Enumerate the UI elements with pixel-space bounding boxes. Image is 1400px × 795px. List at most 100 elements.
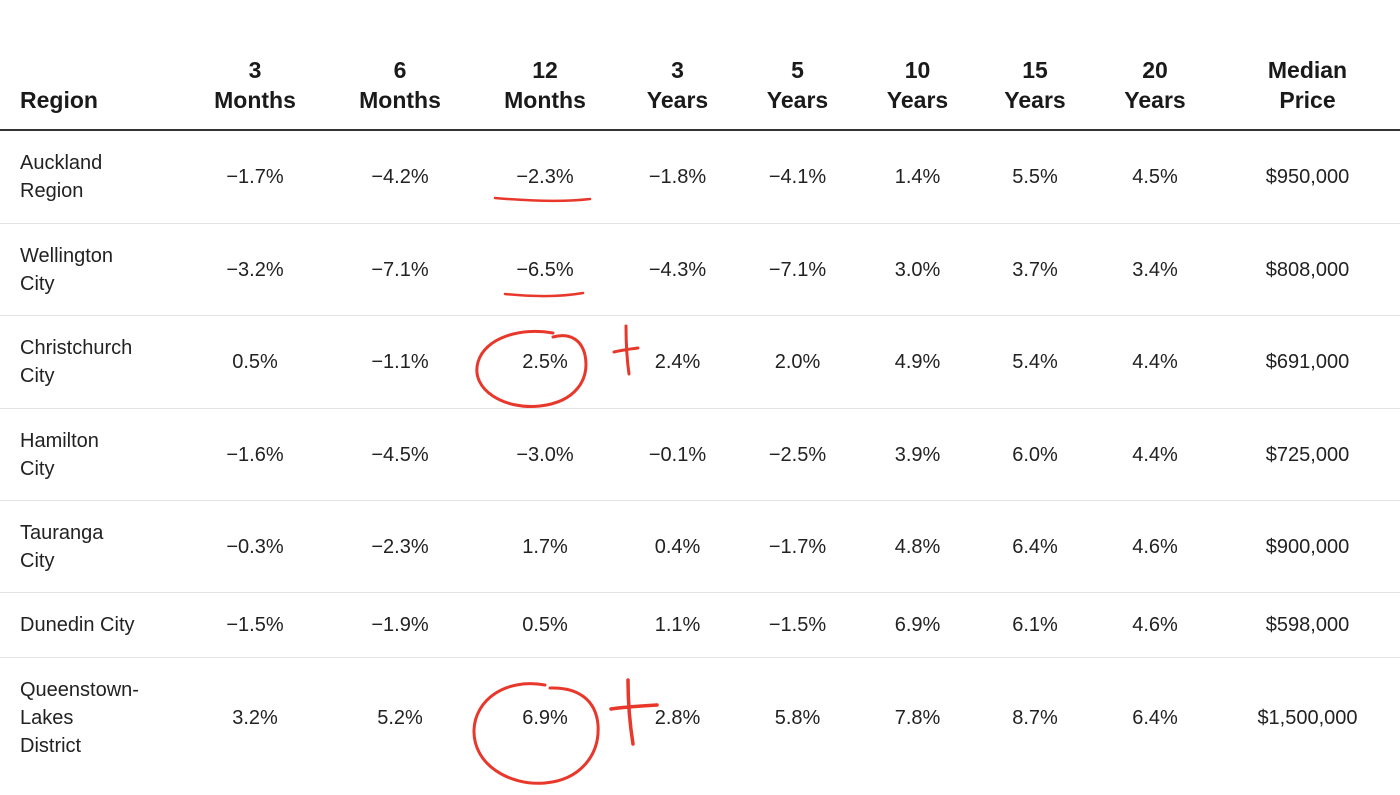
- region-cell: Wellington City: [0, 223, 180, 316]
- header-line: Months: [359, 87, 441, 113]
- value-cell: 3.9%: [860, 408, 975, 501]
- header-median-price: Median Price: [1215, 55, 1400, 131]
- header-10-years: 10 Years: [860, 55, 975, 131]
- value-cell: 6.1%: [975, 592, 1095, 658]
- value-cell: 6.9%: [522, 707, 568, 729]
- region-cell: Queenstown- Lakes District: [0, 658, 180, 779]
- value-cell: −4.3%: [620, 223, 735, 316]
- region-line: Region: [20, 180, 84, 202]
- region-line: District: [20, 735, 82, 757]
- value-cell: 2.0%: [735, 315, 860, 409]
- header-line: Years: [646, 87, 709, 113]
- median-price-cell: $598,000: [1215, 592, 1400, 658]
- house-price-change-table: Region 3 Months 6 Months 12 Months 3 Years 5…: [0, 55, 1400, 778]
- region-line: Tauranga: [20, 521, 104, 544]
- header-15-years: 15 Years: [975, 55, 1095, 131]
- region-line: City: [20, 365, 55, 387]
- median-price-cell: $1,500,000: [1257, 707, 1358, 729]
- value-cell: 3.7%: [975, 223, 1095, 316]
- median-price-cell: $900,000: [1215, 500, 1400, 593]
- value-cell: 6.9%: [860, 592, 975, 658]
- value-cell: −3.2%: [180, 223, 330, 316]
- region-line: Dunedin City: [20, 614, 135, 636]
- value-cell: −4.5%: [330, 408, 470, 501]
- value-cell: 6.0%: [975, 408, 1095, 501]
- value-cell: 5.5%: [975, 130, 1095, 224]
- value-cell: 5.8%: [774, 707, 821, 729]
- value-cell: 5.4%: [975, 315, 1095, 409]
- median-price-cell: $950,000: [1215, 130, 1400, 224]
- header-region: Region: [0, 55, 180, 131]
- region-line: City: [20, 549, 55, 572]
- value-cell: 3.2%: [232, 707, 278, 729]
- table-row: Auckland Region −1.7% −4.2% −2.3% −1.8% −…: [0, 130, 1400, 224]
- header-6-months: 6 Months: [330, 55, 470, 131]
- table-row: Queenstown- Lakes District 3.2% 5.2% 6.9% …: [0, 658, 1400, 779]
- header-line: Years: [1004, 87, 1066, 113]
- region-line: City: [20, 457, 55, 480]
- value-cell: −1.5%: [735, 592, 860, 658]
- value-cell: 3.4%: [1095, 223, 1215, 316]
- value-cell: −0.3%: [180, 500, 330, 593]
- value-cell: 0.5%: [180, 315, 330, 409]
- region-cell: Dunedin City: [0, 592, 180, 658]
- value-cell: −2.3%: [470, 130, 620, 224]
- value-cell: 1.4%: [860, 130, 975, 224]
- value-cell: 6.4%: [975, 500, 1095, 593]
- table-row: Christchurch City 0.5% −1.1% 2.5% 2.4% 2.…: [0, 315, 1400, 409]
- region-line: Lakes: [20, 707, 74, 729]
- value-cell: 5.2%: [377, 707, 423, 729]
- header-line: Years: [886, 87, 949, 113]
- value-cell: 0.5%: [470, 592, 620, 658]
- value-cell: 3.0%: [860, 223, 975, 316]
- value-cell: 2.5%: [470, 315, 620, 409]
- value-cell: 4.4%: [1095, 315, 1215, 409]
- value-cell: 4.4%: [1095, 408, 1215, 501]
- header-line: Price: [1279, 87, 1336, 113]
- header-line: 20: [1142, 57, 1168, 83]
- value-cell: 2.4%: [620, 315, 735, 409]
- value-cell: −1.6%: [180, 408, 330, 501]
- value-cell: 1.1%: [620, 592, 735, 658]
- header-line: 15: [1022, 57, 1048, 83]
- header-line: 3: [248, 57, 262, 83]
- table-row: Wellington City −3.2% −7.1% −6.5% −4.3% −…: [0, 223, 1400, 316]
- header-line: Median: [1267, 57, 1348, 83]
- value-cell: 8.7%: [1012, 707, 1058, 729]
- header-line: Years: [1124, 87, 1186, 113]
- value-cell: 4.6%: [1095, 500, 1215, 593]
- header-20-years: 20 Years: [1095, 55, 1215, 131]
- value-cell: −2.5%: [735, 408, 860, 501]
- region-line: Hamilton: [20, 429, 99, 452]
- value-cell: −7.1%: [330, 223, 470, 316]
- value-cell: 4.9%: [860, 315, 975, 409]
- value-cell: −2.3%: [330, 500, 470, 593]
- header-3-months: 3 Months: [180, 55, 330, 131]
- value-cell: −7.1%: [735, 223, 860, 316]
- table-row: Dunedin City −1.5% −1.9% 0.5% 1.1% −1.5%…: [0, 592, 1400, 658]
- median-price-cell: $808,000: [1215, 223, 1400, 316]
- value-cell: 6.4%: [1132, 707, 1178, 729]
- table-row: Hamilton City −1.6% −4.5% −3.0% −0.1% −2.…: [0, 408, 1400, 501]
- region-line: Wellington: [20, 244, 114, 267]
- value-cell: −0.1%: [620, 408, 735, 501]
- value-cell: 7.8%: [894, 707, 941, 729]
- header-line: 3: [671, 57, 684, 83]
- region-cell: Auckland Region: [0, 130, 180, 224]
- median-price-cell: $691,000: [1215, 315, 1400, 409]
- header-line: Region: [20, 87, 98, 113]
- table-row: Tauranga City −0.3% −2.3% 1.7% 0.4% −1.7%…: [0, 500, 1400, 593]
- value-cell: −3.0%: [470, 408, 620, 501]
- region-line: Queenstown-: [20, 679, 139, 701]
- header-line: 6: [393, 57, 407, 83]
- value-cell: 0.4%: [620, 500, 735, 593]
- region-cell: Tauranga City: [0, 500, 180, 593]
- header-line: Months: [504, 87, 586, 113]
- value-cell: −1.7%: [180, 130, 330, 224]
- header-line: 5: [791, 57, 804, 83]
- region-cell: Christchurch City: [0, 315, 180, 409]
- median-price-cell: $725,000: [1215, 408, 1400, 501]
- header-3-years: 3 Years: [620, 55, 735, 131]
- region-line: Christchurch: [20, 337, 133, 359]
- value-cell: −6.5%: [470, 223, 620, 316]
